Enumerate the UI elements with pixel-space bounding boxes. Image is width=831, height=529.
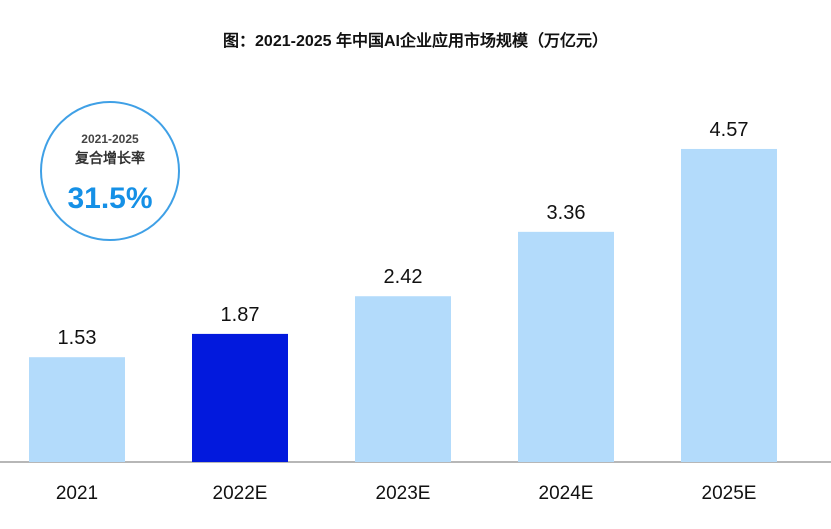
data-label-2022E: 1.87 (221, 304, 260, 326)
bar-2023E (355, 296, 451, 462)
cagr-value: 31.5% (67, 182, 153, 215)
data-label-2023E: 2.42 (384, 266, 423, 288)
data-label-2021: 1.53 (58, 327, 97, 349)
data-label-2024E: 3.36 (547, 202, 586, 224)
cagr-label: 复合增长率 (75, 150, 145, 166)
bar-2025E (681, 148, 777, 462)
x-tick-2025E: 2025E (702, 483, 757, 504)
x-tick-2022E: 2022E (213, 483, 268, 504)
bar-2024E (518, 231, 614, 462)
bar-2021 (29, 357, 125, 462)
x-tick-2023E: 2023E (376, 483, 431, 504)
x-tick-2024E: 2024E (539, 483, 594, 504)
bar-2022E (192, 333, 288, 462)
cagr-period: 2021-2025 (81, 132, 139, 146)
data-label-2025E: 4.57 (710, 119, 749, 141)
x-tick-2021: 2021 (56, 483, 98, 504)
chart-title: 图：2021-2025 年中国AI企业应用市场规模（万亿元） (223, 33, 608, 50)
cagr-badge: 2021-2025 复合增长率 31.5% (40, 101, 180, 241)
